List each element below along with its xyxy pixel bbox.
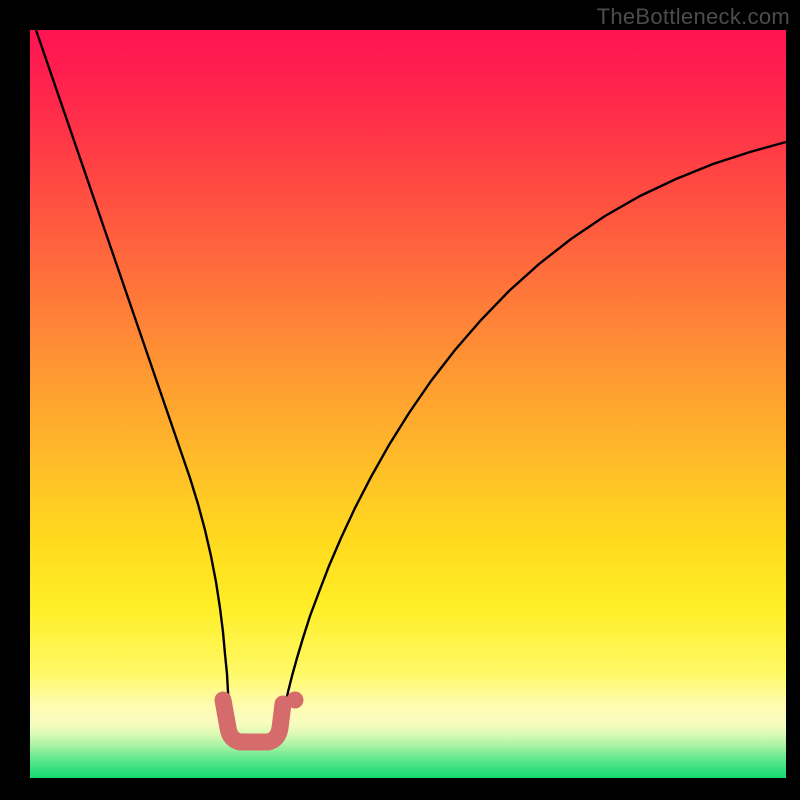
u-shape	[223, 700, 283, 742]
bottom-u-marker	[0, 0, 800, 800]
chart-stage: { "watermark": { "text": "TheBottleneck.…	[0, 0, 800, 800]
watermark-text: TheBottleneck.com	[597, 4, 790, 30]
u-dot	[287, 692, 304, 709]
